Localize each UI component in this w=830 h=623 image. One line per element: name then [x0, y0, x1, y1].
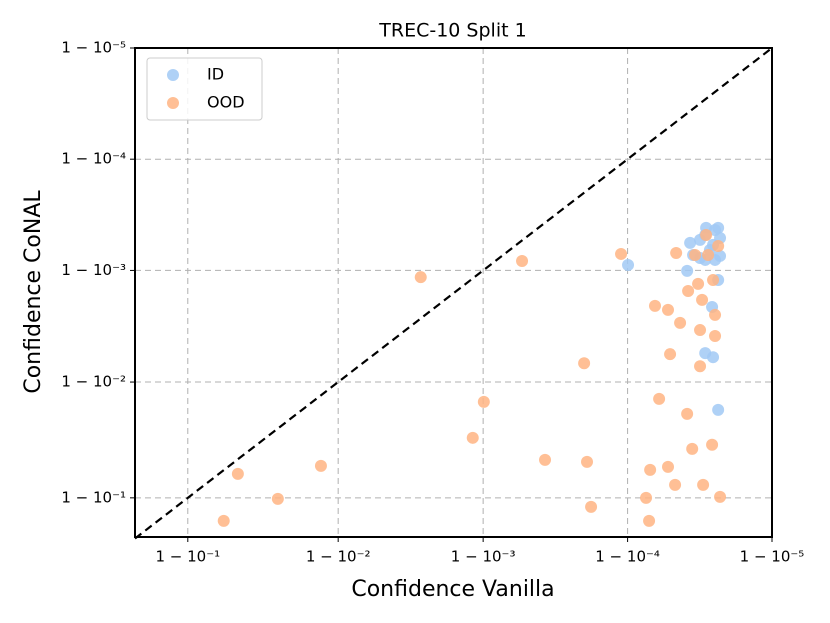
- x-tick-label: 1 − 10⁻⁵: [740, 548, 805, 566]
- y-tick-label: 1 − 10⁻⁴: [61, 150, 126, 168]
- point: [697, 478, 710, 491]
- point: [644, 463, 657, 476]
- point: [669, 478, 682, 491]
- point: [712, 403, 725, 416]
- point: [684, 236, 697, 249]
- chart-title: TREC-10 Split 1: [378, 20, 526, 42]
- point: [681, 407, 694, 420]
- y-tick-label: 1 − 10⁻²: [61, 373, 126, 391]
- point: [664, 348, 677, 361]
- x-tick-label: 1 − 10⁻¹: [155, 548, 220, 566]
- legend-label: ID: [207, 65, 224, 84]
- x-tick-label: 1 − 10⁻⁴: [595, 548, 660, 566]
- plot-frame: [134, 47, 773, 538]
- point: [694, 360, 707, 373]
- point: [653, 392, 666, 405]
- marks: [134, 47, 773, 540]
- point: [709, 308, 722, 321]
- point: [712, 239, 725, 252]
- point: [702, 248, 715, 261]
- point: [516, 254, 529, 267]
- point: [692, 277, 705, 290]
- point: [640, 491, 653, 504]
- legend: ID OOD: [146, 57, 263, 121]
- legend-marker: [167, 97, 179, 109]
- point: [662, 460, 675, 473]
- legend-label: OOD: [207, 93, 245, 112]
- point: [466, 431, 479, 444]
- point: [700, 228, 713, 241]
- x-tick-label: 1 − 10⁻²: [306, 548, 371, 566]
- point: [681, 264, 694, 277]
- point: [694, 324, 707, 337]
- point: [696, 293, 709, 306]
- y-tick-label: 1 − 10⁻⁵: [61, 39, 126, 57]
- point: [706, 438, 719, 451]
- point: [714, 490, 727, 503]
- point: [682, 284, 695, 297]
- point: [670, 246, 683, 259]
- legend-box: [146, 57, 263, 121]
- point: [707, 351, 720, 364]
- point: [615, 247, 628, 260]
- point: [271, 492, 284, 505]
- point: [231, 467, 244, 480]
- point: [217, 514, 230, 527]
- point: [477, 395, 490, 408]
- point: [578, 357, 591, 370]
- point: [585, 500, 598, 513]
- point: [709, 330, 722, 343]
- point: [539, 453, 552, 466]
- point: [707, 274, 720, 287]
- point: [662, 303, 675, 316]
- x-axis-label: Confidence Vanilla: [351, 577, 554, 602]
- y-tick-label: 1 − 10⁻¹: [61, 488, 126, 506]
- point: [689, 248, 702, 261]
- point: [314, 459, 327, 472]
- point: [674, 316, 687, 329]
- x-tick-label: 1 − 10⁻³: [451, 548, 516, 566]
- point: [622, 258, 635, 271]
- point: [648, 299, 661, 312]
- y-tick-label: 1 − 10⁻³: [61, 261, 126, 279]
- legend-marker: [167, 69, 179, 81]
- point: [686, 442, 699, 455]
- point: [714, 249, 727, 262]
- point: [581, 455, 594, 468]
- diagonal-line: [134, 47, 773, 540]
- point: [414, 271, 427, 284]
- point: [643, 514, 656, 527]
- point: [709, 223, 722, 236]
- y-axis-label: Confidence CoNAL: [21, 190, 46, 394]
